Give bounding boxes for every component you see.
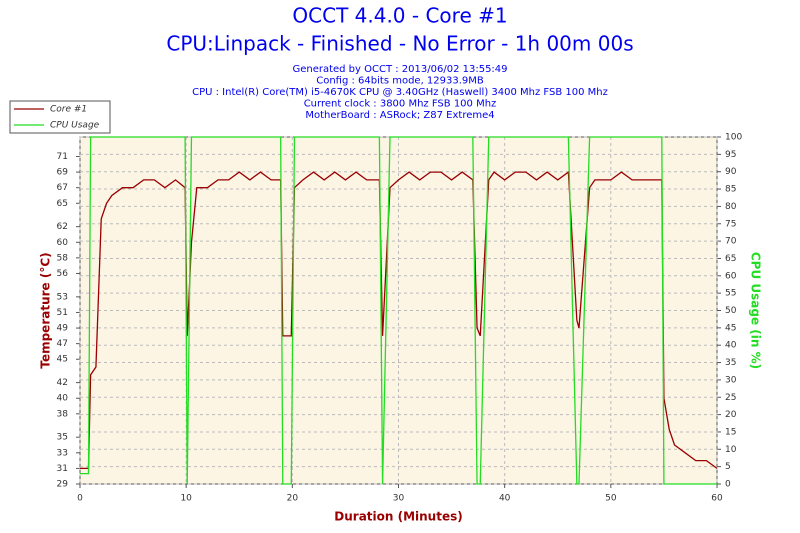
y-tick-label: 47 [57,339,68,349]
info-line: Generated by OCCT : 2013/06/02 13:55:49 [292,64,507,75]
y-tick-label: 69 [57,168,69,178]
y-tick-label: 38 [57,409,69,419]
y2-tick-label: 30 [725,375,737,385]
y2-tick-label: 100 [725,133,742,143]
x-tick-label: 20 [287,494,299,504]
y2-tick-label: 15 [725,427,736,437]
y-tick-label: 62 [57,222,68,232]
y2-tick-label: 95 [725,150,736,160]
y2-tick-label: 90 [725,167,737,177]
chart-title: OCCT 4.4.0 - Core #1 [292,4,507,28]
legend-label: CPU Usage [50,121,100,131]
y-tick-label: 49 [57,324,69,334]
y2-tick-label: 65 [725,254,736,264]
y-tick-label: 67 [57,183,68,193]
info-line: Config : 64bits mode, 12933.9MB [316,76,484,87]
info-line: MotherBoard : ASRock; Z87 Extreme4 [305,110,494,121]
x-tick-label: 30 [393,494,405,504]
y-axis-label: Temperature (°C) [39,252,53,368]
series-line [80,136,717,485]
y2-tick-label: 35 [725,358,736,368]
y2-tick-label: 25 [725,393,736,403]
legend [9,100,111,134]
y-tick-label: 42 [57,378,68,388]
y-tick-label: 40 [57,394,69,404]
y2-tick-label: 80 [725,202,737,212]
legend-label: Core #1 [50,105,87,115]
info-line: Current clock : 3800 Mhz FSB 100 Mhz [304,99,497,110]
y2-tick-label: 40 [725,341,737,351]
y2-tick-label: 10 [725,445,737,455]
y2-tick-label: 50 [725,306,737,316]
y2-tick-label: 45 [725,323,736,333]
x-tick-label: 50 [605,494,617,504]
y2-tick-label: 5 [725,462,731,472]
y2-tick-label: 60 [725,271,737,281]
y2-tick-label: 75 [725,219,736,229]
y-tick-label: 51 [57,308,68,318]
y-tick-label: 60 [57,238,69,248]
y2-tick-label: 0 [725,480,731,490]
y2-tick-label: 70 [725,237,737,247]
y2-tick-label: 55 [725,289,736,299]
x-tick-label: 40 [499,494,511,504]
y2-axis-label: CPU Usage (in %) [749,252,763,369]
y-tick-label: 45 [57,355,68,365]
y2-tick-label: 20 [725,410,737,420]
y-tick-label: 56 [57,269,69,279]
y-tick-label: 65 [57,199,68,209]
info-line: CPU : Intel(R) Core(TM) i5-4670K CPU @ 3… [192,87,608,98]
y-tick-label: 29 [57,480,69,490]
y-tick-label: 35 [57,433,68,443]
x-tick-label: 0 [77,494,83,504]
y-tick-label: 53 [57,292,68,302]
chart-subtitle: CPU:Linpack - Finished - No Error - 1h 0… [166,32,633,56]
y-tick-label: 71 [57,152,68,162]
y-tick-label: 31 [57,464,68,474]
y-tick-label: 58 [57,253,69,263]
x-tick-label: 60 [711,494,723,504]
series-line [80,170,718,470]
y2-tick-label: 85 [725,185,736,195]
x-axis-label: Duration (Minutes) [334,510,462,524]
y-tick-label: 33 [57,448,68,458]
x-tick-label: 10 [180,494,192,504]
